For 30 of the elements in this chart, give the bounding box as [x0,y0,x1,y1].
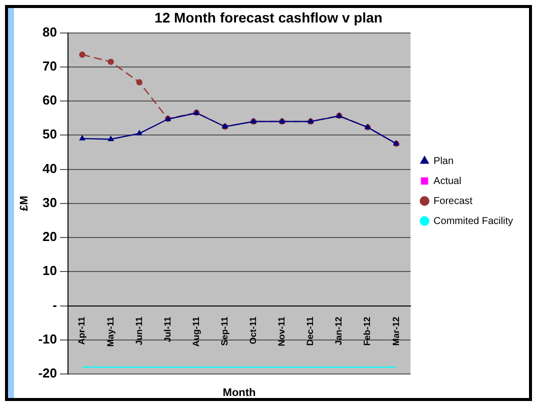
y-tick-label: -20 [38,366,57,381]
x-tick-label: Apr-11 [76,316,87,345]
x-tick-label: Aug-11 [190,316,201,347]
x-axis-title: Month [222,387,256,399]
x-tick-label: Oct-11 [248,316,258,344]
y-tick-label: 30 [42,194,57,210]
y-axis-title: £M [18,196,31,212]
legend-label: Actual [434,176,462,187]
x-tick-label: Dec-11 [305,316,316,346]
x-tick-label: Sep-11 [219,316,230,346]
x-tick-label: Mar-12 [390,316,401,346]
x-tick-label: Jun-11 [134,316,144,346]
x-tick-label: Nov-11 [276,316,287,346]
y-tick-label: - [52,297,57,312]
chart-title: 12 Month forecast cashflow v plan [154,9,382,26]
y-tick-label: 20 [42,229,57,244]
legend-label: Plan [434,156,454,167]
y-tick-label: 70 [42,58,57,74]
y-tick-label: 10 [42,263,57,278]
y-tick-label: 40 [42,160,57,176]
y-tick-label: -10 [38,331,57,346]
x-tick-label: May-11 [105,316,116,347]
legend-label: Forecast [434,196,473,207]
y-tick-label: 60 [42,92,57,108]
x-tick-label: Feb-12 [362,316,372,346]
y-tick-label: 50 [42,126,57,142]
legend-label: Commited Facility [434,216,514,227]
x-tick-label: Jul-11 [162,316,172,342]
x-tick-label: Jan-12 [334,316,344,346]
y-tick-label: 80 [42,24,57,40]
